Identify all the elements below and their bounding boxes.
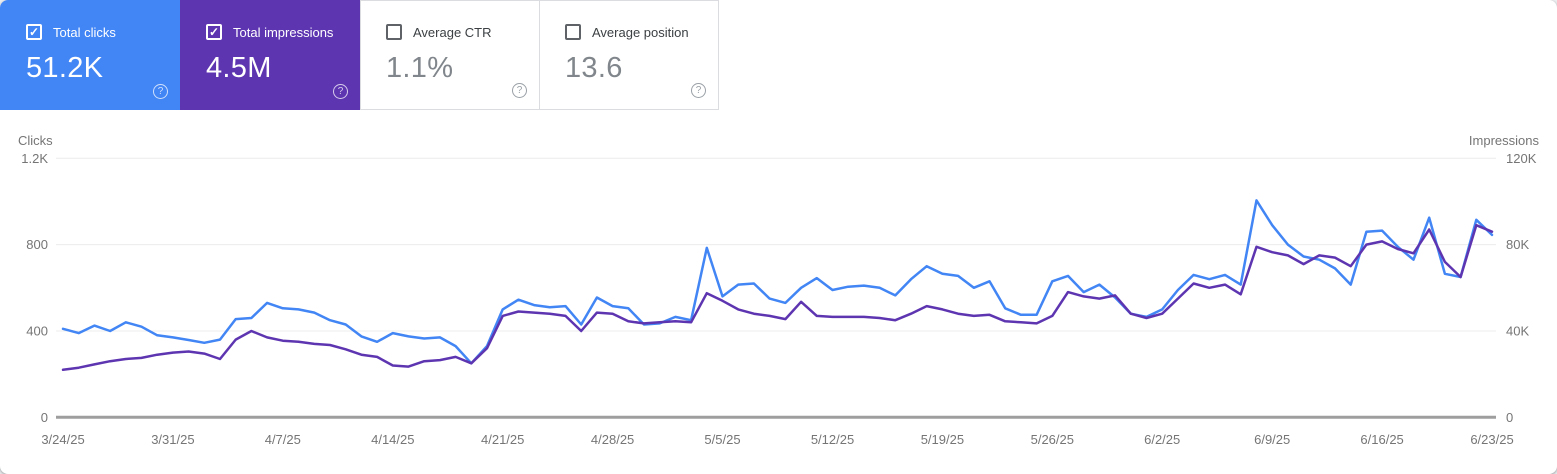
card-average-position[interactable]: ✓ Average position 13.6 ? bbox=[539, 0, 719, 110]
right-axis-tick-label: 0 bbox=[1506, 410, 1513, 425]
x-axis-tick-label: 3/31/25 bbox=[151, 432, 194, 447]
left-axis-tick-label: 0 bbox=[41, 410, 48, 425]
left-axis-tick-label: 1.2K bbox=[21, 151, 48, 166]
card-value: 13.6 bbox=[565, 52, 623, 84]
x-axis-tick-label: 5/19/25 bbox=[921, 432, 964, 447]
right-axis-tick-label: 80K bbox=[1506, 237, 1529, 252]
x-axis-tick-label: 5/26/25 bbox=[1031, 432, 1074, 447]
card-value: 51.2K bbox=[26, 52, 104, 84]
x-axis-tick-label: 4/14/25 bbox=[371, 432, 414, 447]
left-axis-tick-label: 800 bbox=[26, 237, 48, 252]
help-icon[interactable]: ? bbox=[512, 83, 527, 98]
right-axis-tick-label: 40K bbox=[1506, 324, 1529, 339]
card-total-clicks[interactable]: ✓ Total clicks 51.2K ? bbox=[0, 0, 180, 110]
x-axis-tick-label: 6/2/25 bbox=[1144, 432, 1180, 447]
card-value: 4.5M bbox=[206, 52, 272, 84]
x-axis-tick-label: 3/24/25 bbox=[41, 432, 84, 447]
metric-cards-row: ✓ Total clicks 51.2K ? ✓ Total impressio… bbox=[0, 0, 719, 110]
x-axis-tick-label: 6/9/25 bbox=[1254, 432, 1290, 447]
left-axis-tick-label: 400 bbox=[26, 324, 48, 339]
card-header: ✓ Total impressions bbox=[206, 24, 360, 40]
card-value: 1.1% bbox=[386, 52, 454, 84]
clicks-line[interactable] bbox=[61, 199, 1494, 365]
checkmark-icon: ✓ bbox=[28, 24, 40, 39]
x-axis-tick-label: 6/16/25 bbox=[1360, 432, 1403, 447]
card-header: ✓ Average position bbox=[565, 24, 718, 40]
card-total-impressions[interactable]: ✓ Total impressions 4.5M ? bbox=[180, 0, 360, 110]
card-label: Average position bbox=[592, 24, 689, 40]
card-header: ✓ Average CTR bbox=[386, 24, 539, 40]
x-axis-tick-label: 4/7/25 bbox=[265, 432, 301, 447]
right-axis-tick-label: 120K bbox=[1506, 151, 1537, 166]
average-position-checkbox[interactable]: ✓ bbox=[565, 24, 581, 40]
left-axis-title: Clicks bbox=[18, 133, 53, 148]
average-ctr-checkbox[interactable]: ✓ bbox=[386, 24, 402, 40]
card-label: Average CTR bbox=[413, 24, 492, 40]
impressions-line[interactable] bbox=[61, 223, 1494, 372]
card-label: Total clicks bbox=[53, 24, 116, 40]
checkmark-icon: ✓ bbox=[208, 24, 220, 39]
x-axis-tick-label: 4/21/25 bbox=[481, 432, 524, 447]
x-axis-tick-label: 5/12/25 bbox=[811, 432, 854, 447]
x-axis-tick-label: 6/23/25 bbox=[1470, 432, 1513, 447]
card-header: ✓ Total clicks bbox=[26, 24, 180, 40]
help-icon[interactable]: ? bbox=[333, 84, 348, 99]
card-label: Total impressions bbox=[233, 24, 334, 40]
help-icon[interactable]: ? bbox=[153, 84, 168, 99]
right-axis-title: Impressions bbox=[1469, 133, 1540, 148]
help-icon[interactable]: ? bbox=[691, 83, 706, 98]
x-axis-tick-label: 4/28/25 bbox=[591, 432, 634, 447]
total-impressions-checkbox[interactable]: ✓ bbox=[206, 24, 222, 40]
total-clicks-checkbox[interactable]: ✓ bbox=[26, 24, 42, 40]
card-average-ctr[interactable]: ✓ Average CTR 1.1% ? bbox=[360, 0, 540, 110]
x-axis-tick-label: 5/5/25 bbox=[704, 432, 740, 447]
